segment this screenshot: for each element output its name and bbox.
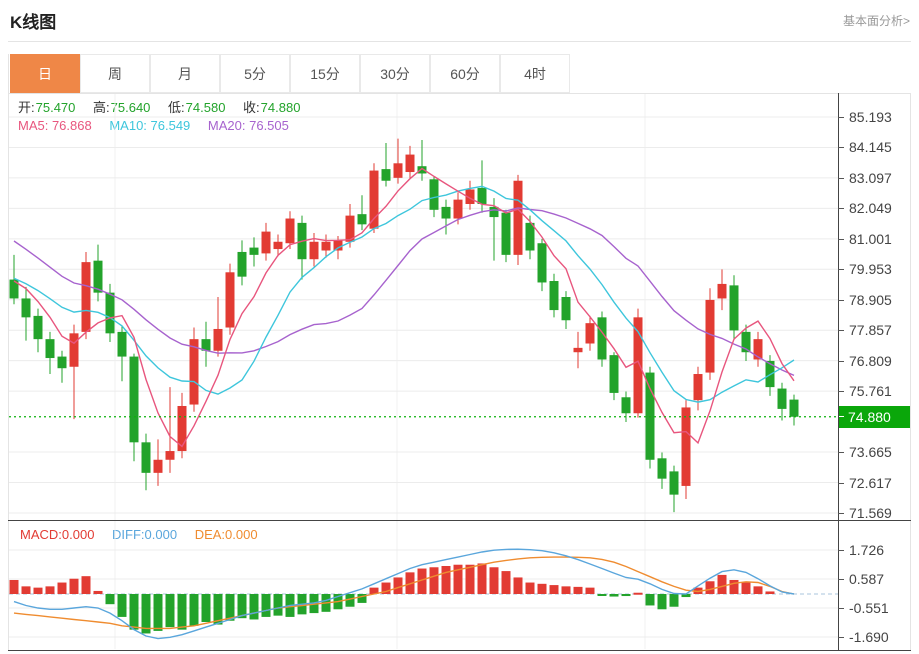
open-value: 75.470 (35, 100, 76, 115)
price-tick-mark (838, 452, 844, 454)
price-tick-mark (838, 238, 844, 240)
tab-日[interactable]: 日 (10, 54, 80, 93)
macd-tick-mark (838, 579, 844, 581)
low-label: 低: (168, 100, 185, 115)
price-tick-mark (838, 208, 844, 210)
price-tick-mark (838, 117, 844, 118)
tab-15分[interactable]: 15分 (290, 54, 360, 93)
macd-bottom-axis (8, 650, 911, 651)
main-chart-bottom-axis (8, 520, 911, 521)
dea-value: DEA:0.000 (194, 527, 258, 542)
price-tick-mark (838, 512, 844, 514)
tab-30分[interactable]: 30分 (360, 54, 430, 93)
macd-tick-mark (838, 637, 844, 639)
price-tick-mark (838, 360, 844, 362)
price-tick-mark (838, 147, 844, 149)
panel-top-border (8, 93, 911, 94)
price-tick-label: 82.049 (849, 200, 892, 217)
low-value: 74.580 (185, 100, 226, 115)
panel-right-border (910, 93, 911, 650)
price-tick-label: 77.857 (849, 322, 892, 339)
macd-tick-label: 1.726 (849, 542, 885, 559)
price-axis-line (838, 93, 839, 650)
main-candlestick-chart[interactable] (9, 94, 838, 520)
high-value: 75.640 (110, 100, 151, 115)
high-label: 高: (93, 100, 110, 115)
diff-value: DIFF:0.000 (112, 527, 178, 542)
price-tick-mark (838, 269, 844, 271)
tab-5分[interactable]: 5分 (220, 54, 290, 93)
page-title: K线图 (10, 13, 57, 32)
price-tick-mark (838, 299, 844, 301)
macd-tick-label: -1.690 (849, 629, 889, 646)
price-tick-label: 78.905 (849, 291, 892, 308)
price-tick-label: 84.145 (849, 139, 892, 156)
panel-left-border (8, 54, 9, 650)
close-value: 74.880 (260, 100, 301, 115)
current-price-tag: 74.880 (839, 405, 910, 428)
macd-tick-label: -0.551 (849, 600, 889, 617)
price-tick-label: 83.097 (849, 169, 892, 186)
price-tick-mark (838, 391, 844, 393)
header-divider (8, 41, 911, 42)
price-tick-label: 71.569 (849, 504, 892, 521)
macd-tick-mark (838, 608, 844, 610)
ma-info: MA5: 76.868 MA10: 76.549 MA20: 76.505 (18, 118, 303, 133)
price-tick-label: 73.665 (849, 444, 892, 461)
close-label: 收: (243, 100, 260, 115)
price-tick-mark (838, 330, 844, 332)
macd-tick-label: 0.587 (849, 571, 885, 588)
macd-info: MACD:0.000 DIFF:0.000 DEA:0.000 (20, 527, 272, 542)
ma10-value: MA10: 76.549 (109, 118, 191, 133)
price-tag-tick (839, 415, 844, 417)
price-tick-label: 72.617 (849, 474, 892, 491)
tab-周[interactable]: 周 (80, 54, 150, 93)
price-tick-label: 76.809 (849, 352, 892, 369)
ma5-value: MA5: 76.868 (18, 118, 92, 133)
ohlc-info: 开:75.470 高:75.640 低:74.580 收:74.880 (18, 97, 314, 116)
tab-月[interactable]: 月 (150, 54, 220, 93)
price-tick-label: 75.761 (849, 383, 892, 400)
tab-4时[interactable]: 4时 (500, 54, 570, 93)
macd-chart[interactable] (9, 521, 838, 649)
price-tick-label: 85.193 (849, 109, 892, 125)
price-tick-label: 79.953 (849, 261, 892, 278)
price-tick-label: 81.001 (849, 230, 892, 247)
macd-tick-mark (838, 550, 844, 552)
price-tick-mark (838, 177, 844, 179)
price-tick-mark (838, 482, 844, 484)
macd-value: MACD:0.000 (20, 527, 95, 542)
open-label: 开: (18, 100, 35, 115)
tab-60分[interactable]: 60分 (430, 54, 500, 93)
current-price-value: 74.880 (848, 408, 891, 425)
ma20-value: MA20: 76.505 (207, 118, 289, 133)
fundamental-analysis-link[interactable]: 基本面分析> (842, 14, 910, 28)
